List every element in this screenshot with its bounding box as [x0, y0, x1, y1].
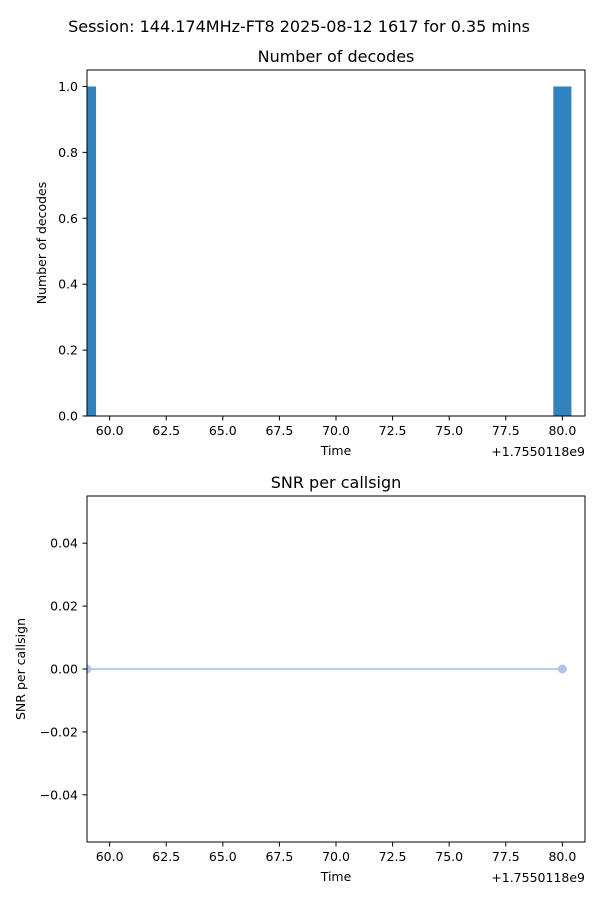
axes-title: SNR per callsign	[271, 473, 402, 492]
decodes-plot: 60.0 62.5 65.0 67.5 70.0 72.5 75.0 77.5 80.0 0.0 0…	[34, 47, 586, 459]
x-tick-label-8: 80.0	[548, 849, 576, 864]
x-tick-label-4: 70.0	[322, 849, 350, 864]
x-tick-label-8: 80.0	[548, 423, 576, 438]
x-tick-label-0: 60.0	[96, 849, 124, 864]
y-axis-label: Number of decodes	[34, 182, 49, 305]
x-tick-label-6: 75.0	[435, 423, 463, 438]
y-tick-label-2: 0.4	[58, 277, 78, 292]
y-tick-label-3: 0.6	[58, 211, 78, 226]
x-tick-label-2: 65.0	[209, 423, 237, 438]
bar-0	[87, 86, 97, 416]
x-offset-label: +1.7550118e9	[491, 870, 585, 885]
x-tick-label-6: 75.0	[435, 849, 463, 864]
x-tick-label-3: 67.5	[265, 423, 293, 438]
data-marks	[87, 86, 572, 416]
snr-plot: 60.0 62.5 65.0 67.5 70.0 72.5 75.0 77.5 80.0 0.04…	[13, 473, 586, 885]
y-tick-label-0: 0.04	[50, 536, 78, 551]
x-tick-label-0: 60.0	[96, 423, 124, 438]
x-tick-label-3: 67.5	[265, 849, 293, 864]
data-point-1	[557, 664, 567, 674]
bar-1	[553, 86, 572, 416]
axes-title: Number of decodes	[258, 47, 415, 66]
x-tick-label-5: 72.5	[379, 849, 407, 864]
data-marks	[87, 664, 567, 674]
data-point-0	[87, 664, 92, 674]
y-tick-label-4: −0.04	[40, 787, 78, 802]
x-tick-label-7: 77.5	[492, 849, 520, 864]
x-tick-label-2: 65.0	[209, 849, 237, 864]
y-tick-label-4: 0.8	[58, 145, 78, 160]
y-axis-label: SNR per callsign	[13, 618, 28, 720]
x-axis-label: Time	[320, 443, 352, 458]
x-axis-label: Time	[320, 869, 352, 884]
y-tick-label-2: 0.00	[50, 662, 78, 677]
plot-area	[87, 70, 585, 416]
y-tick-label-3: −0.02	[40, 724, 78, 739]
x-offset-label: +1.7550118e9	[491, 444, 585, 459]
x-tick-label-1: 62.5	[152, 849, 180, 864]
y-tick-label-1: 0.02	[50, 599, 78, 614]
x-tick-label-1: 62.5	[152, 423, 180, 438]
x-tick-label-7: 77.5	[492, 423, 520, 438]
figure-suptitle: Session: 144.174MHz-FT8 2025-08-12 1617 …	[68, 17, 530, 36]
y-tick-label-0: 0.0	[58, 409, 78, 424]
x-tick-label-4: 70.0	[322, 423, 350, 438]
y-tick-label-1: 0.2	[58, 343, 78, 358]
x-tick-label-5: 72.5	[379, 423, 407, 438]
y-tick-label-5: 1.0	[58, 79, 78, 94]
